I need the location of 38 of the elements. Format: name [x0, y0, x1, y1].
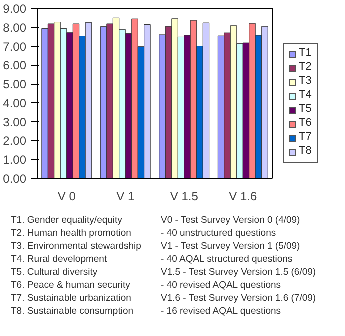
- legend-label: T1: [298, 47, 312, 61]
- text: V0 - Test Survey Version 0 (4/09): [161, 214, 302, 227]
- text: - 16 revised AQAL questions: [161, 305, 282, 318]
- legend-label: T3: [298, 75, 312, 89]
- legend-label: T4: [298, 89, 312, 103]
- y-tick-label: 5.00: [3, 78, 27, 92]
- legend-label: T5: [298, 103, 312, 117]
- y-tick-label: 3.00: [3, 115, 27, 130]
- text: V1.6 - Test Survey Version 1.6 (7/09): [161, 292, 316, 305]
- text: T6. Peace & human security: [11, 279, 132, 292]
- legend-label: T6: [298, 117, 312, 131]
- y-tick-label: 7.00: [3, 40, 27, 54]
- y-tick-label: 0.00: [3, 172, 27, 186]
- x-tick-label: V 0: [58, 190, 76, 204]
- x-tick-label: V 1.5: [170, 190, 199, 204]
- text: T4. Rural development: [11, 253, 108, 266]
- legend-label: T2: [298, 61, 312, 75]
- text: - 40 unstructured questions: [161, 227, 278, 240]
- legend-label: T8: [298, 145, 312, 159]
- y-tick-label: 9.00: [3, 2, 27, 16]
- text: - 40 AQAL structured questions: [161, 253, 294, 266]
- text: T1. Gender equality/equity: [11, 214, 124, 227]
- text: V1.5 - Test Survey Version 1.5 (6/09): [161, 266, 316, 279]
- text: T5. Cultural diversity: [11, 266, 99, 279]
- y-tick-label: 1.00: [3, 153, 27, 168]
- text: V1 - Test Survey Version 1 (5/09): [161, 240, 302, 253]
- y-tick-label: 2.00: [3, 134, 27, 148]
- y-tick-label: 4.00: [3, 96, 27, 110]
- text: T8. Sustainable consumption: [11, 305, 135, 318]
- text: - 40 revised AQAL questions: [161, 279, 282, 292]
- text: T2. Human health promotion: [11, 227, 132, 240]
- text: T3. Environmental stewardship: [11, 240, 142, 253]
- x-tick-label: V 1: [116, 190, 135, 204]
- y-tick-label: 6.00: [3, 58, 27, 73]
- y-tick-label: 8.00: [3, 20, 27, 35]
- legend-label: T7: [298, 131, 312, 145]
- x-tick-label: V 1.6: [229, 190, 258, 204]
- text: T7. Sustainable urbanization: [11, 292, 132, 305]
